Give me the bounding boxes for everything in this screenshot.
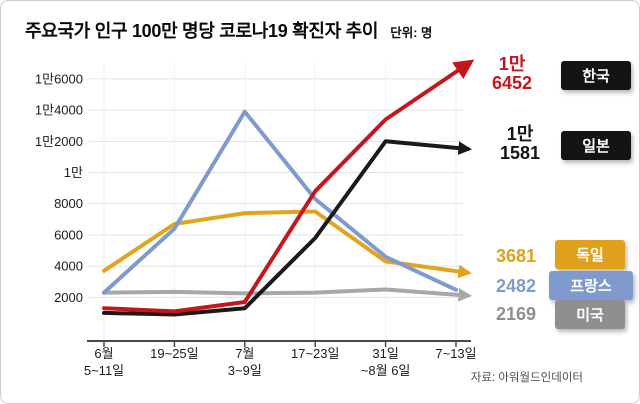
page-title: 주요국가 인구 100만 명당 코로나19 확진자 추이 — [25, 21, 379, 41]
svg-text:2000: 2000 — [54, 290, 83, 305]
x-axis-label: 17~23일 — [290, 346, 340, 361]
svg-text:1만: 1만 — [64, 165, 83, 180]
source-note: 자료: 아워월드인데이터 — [470, 372, 583, 384]
chart-header: 주요국가 인구 100만 명당 코로나19 확진자 추이 단위: 명 — [25, 17, 432, 43]
final-value-usa: 2169 — [487, 305, 545, 324]
final-value-korea-line2: 6452 — [491, 73, 533, 93]
country-chip-france: 프랑스 — [549, 271, 633, 300]
svg-text:6000: 6000 — [54, 227, 83, 242]
final-value-usa-line1: 2169 — [495, 304, 537, 324]
x-axis-label: 31일 ~8월 6일 — [360, 346, 411, 378]
final-value-france-line1: 2482 — [495, 276, 537, 296]
x-axis-label: 7~13일 — [435, 346, 477, 361]
final-value-korea: 1만 6452 — [483, 55, 541, 93]
final-value-france: 2482 — [487, 277, 545, 296]
final-value-germany-line1: 3681 — [495, 246, 537, 266]
final-value-japan-line1: 1만 — [506, 124, 534, 144]
x-axis-label: 19~25일 — [150, 346, 199, 361]
x-axis-label: 7월 3~9일 — [227, 346, 262, 378]
svg-text:1만4000: 1만4000 — [35, 103, 83, 118]
country-chip-usa: 미국 — [555, 300, 625, 329]
country-chip-korea: 한국 — [561, 61, 631, 90]
unit-label: 단위: 명 — [390, 26, 433, 40]
country-chip-japan: 일본 — [561, 131, 631, 160]
x-axis-label: 6월 5~11일 — [83, 346, 125, 378]
svg-text:4000: 4000 — [54, 259, 83, 274]
country-chip-germany: 독일 — [555, 240, 625, 269]
final-value-korea-line1: 1만 — [498, 54, 526, 74]
svg-text:8000: 8000 — [54, 196, 83, 211]
final-value-germany: 3681 — [487, 247, 545, 266]
final-value-japan-line2: 1581 — [499, 143, 541, 163]
svg-text:1만6000: 1만6000 — [35, 71, 83, 86]
final-value-japan: 1만 1581 — [491, 125, 549, 163]
svg-text:1만2000: 1만2000 — [35, 134, 83, 149]
